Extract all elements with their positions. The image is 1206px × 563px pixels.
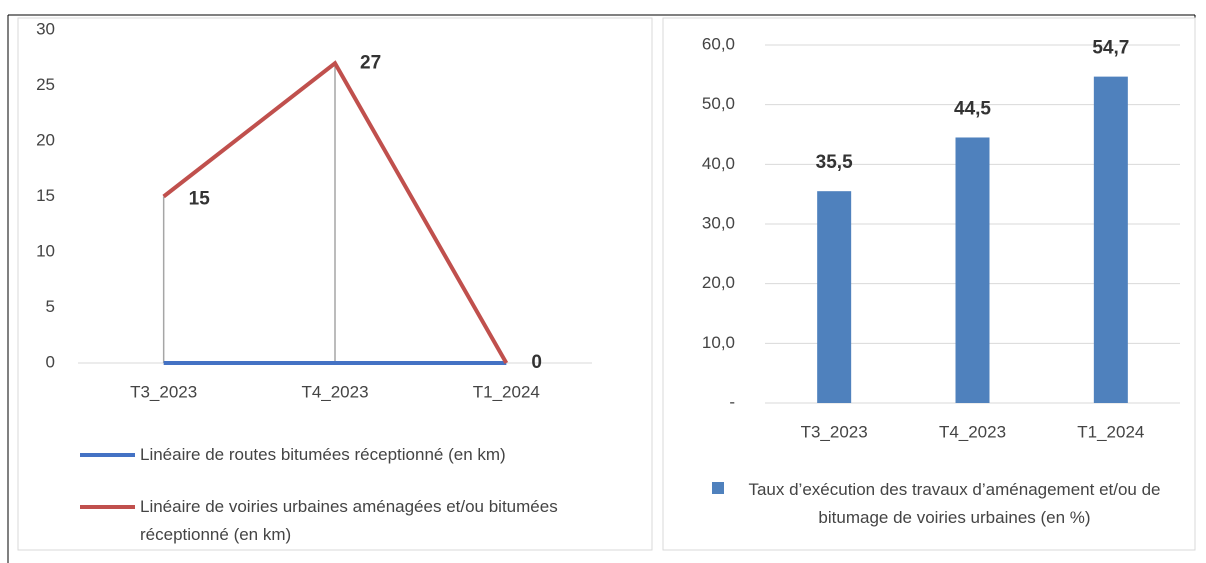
- y-tick-label: 0: [46, 352, 55, 371]
- data-label: 15: [189, 189, 211, 210]
- x-tick-label: T4_2023: [301, 382, 368, 401]
- data-label: 0: [531, 352, 542, 373]
- y-tick-label: 50,0: [702, 94, 735, 113]
- bar: [817, 191, 852, 403]
- y-tick-label: 25: [36, 75, 55, 94]
- y-tick-label: 20,0: [702, 273, 735, 292]
- data-label: 44,5: [954, 98, 991, 119]
- x-tick-label: T3_2023: [130, 382, 197, 401]
- bar: [1093, 76, 1128, 403]
- data-label: 35,5: [816, 152, 853, 173]
- y-tick-label: 60,0: [702, 34, 735, 53]
- y-tick-label: 10: [36, 241, 55, 260]
- x-tick-label: T3_2023: [801, 422, 868, 441]
- legend-label: Linéaire de voiries urbaines aménagées e…: [140, 497, 558, 544]
- bar: [955, 137, 990, 403]
- y-tick-label: 10,0: [702, 333, 735, 352]
- x-tick-label: T4_2023: [939, 422, 1006, 441]
- x-tick-label: T1_2024: [473, 382, 540, 401]
- chart-frame: [662, 17, 1196, 551]
- legend-swatch: [712, 482, 724, 494]
- chart-frame: [17, 17, 653, 551]
- y-tick-label: 30,0: [702, 213, 735, 232]
- data-label: 27: [360, 52, 381, 73]
- data-label: 54,7: [1092, 38, 1129, 59]
- legend-label: Linéaire de routes bitumées réceptionné …: [140, 445, 506, 464]
- y-tick-label: 20: [36, 130, 55, 149]
- legend-label: Taux d’exécution des travaux d’aménageme…: [748, 480, 1161, 527]
- x-tick-label: T1_2024: [1077, 422, 1144, 441]
- line-series: [162, 60, 509, 364]
- y-tick-label: 40,0: [702, 154, 735, 173]
- y-tick-label: 30: [36, 19, 55, 38]
- y-tick-label: 5: [46, 297, 55, 316]
- y-tick-label: -: [729, 392, 735, 411]
- y-tick-label: 15: [36, 186, 55, 205]
